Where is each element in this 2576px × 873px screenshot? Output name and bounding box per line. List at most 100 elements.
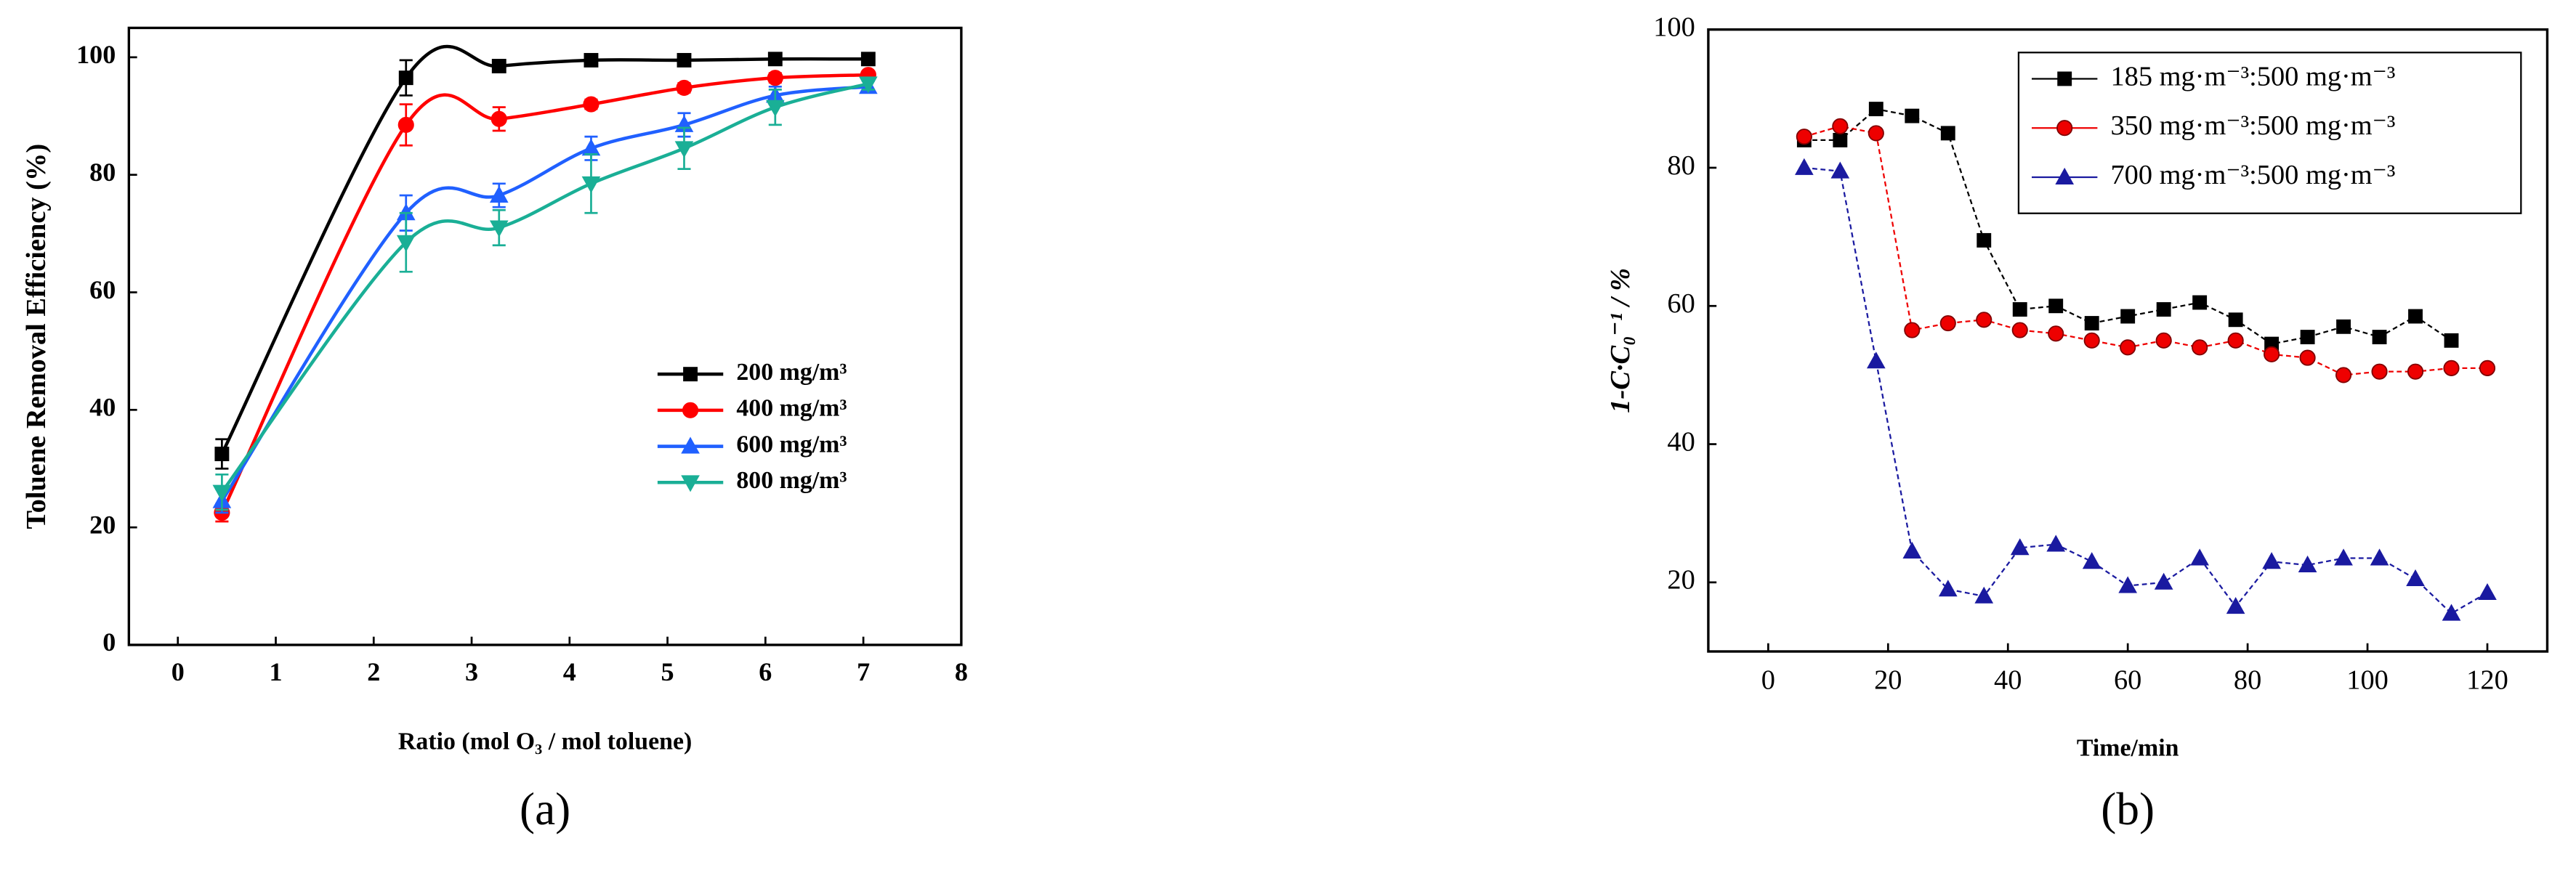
marker [860, 52, 876, 67]
marker [2190, 548, 2209, 566]
marker [2300, 330, 2315, 345]
marker [2048, 299, 2064, 314]
marker [489, 220, 509, 237]
x-tick-label: 80 [2234, 665, 2261, 696]
x-axis-label: Ratio (mol O₃ / mol toluene) [398, 728, 692, 755]
marker [2299, 349, 2316, 366]
x-tick-label: 40 [1994, 665, 2022, 696]
y-tick-label: 60 [1667, 288, 1695, 319]
marker [2444, 333, 2459, 348]
marker [2406, 569, 2425, 587]
marker [2155, 332, 2172, 349]
marker [1977, 232, 1992, 248]
marker [491, 59, 506, 73]
legend-marker [681, 436, 700, 454]
x-tick-label: 60 [2114, 665, 2141, 696]
x-tick-label: 20 [1874, 665, 1902, 696]
marker [1833, 132, 1848, 147]
marker [1830, 161, 1850, 179]
marker [2118, 576, 2138, 593]
marker [1974, 586, 1994, 604]
marker [2192, 339, 2208, 356]
marker [2226, 596, 2245, 614]
y-tick-label: 80 [89, 158, 116, 187]
marker [2156, 302, 2171, 317]
marker [2371, 363, 2388, 380]
marker [1902, 541, 1922, 559]
marker [765, 100, 785, 117]
x-tick-label: 0 [1761, 665, 1775, 696]
marker [859, 76, 878, 94]
marker [2083, 332, 2100, 349]
y-axis-label: Toluene Removal Efficiency (%) [21, 144, 52, 529]
marker [581, 176, 601, 193]
x-tick-label: 4 [563, 657, 576, 686]
marker [767, 52, 783, 67]
marker [2443, 360, 2460, 376]
marker [2479, 360, 2496, 376]
y-tick-label: 40 [89, 393, 116, 422]
marker [2010, 538, 2030, 556]
marker [1795, 158, 1814, 175]
legend-marker [683, 367, 698, 382]
marker [2262, 552, 2281, 569]
marker [1939, 314, 1956, 332]
plot-frame [127, 26, 963, 646]
marker [2370, 548, 2389, 566]
series-line [1804, 166, 2488, 615]
x-tick-label: 7 [857, 657, 870, 686]
marker [2372, 330, 2387, 345]
legend-label: 200 mg/m³ [736, 359, 847, 386]
x-tick-label: 3 [465, 657, 478, 686]
marker [2082, 552, 2101, 569]
x-tick-label: 120 [2466, 665, 2508, 696]
y-tick-label: 20 [1667, 565, 1695, 596]
y-tick-label: 60 [89, 275, 116, 304]
series-line [220, 85, 869, 502]
series-line [220, 44, 868, 455]
marker [489, 185, 509, 203]
legend-label: 700 mg·m⁻³:500 mg·m⁻³ [2110, 160, 2395, 190]
marker [2154, 572, 2173, 590]
marker [2046, 535, 2066, 552]
y-tick-label: 40 [1667, 426, 1695, 457]
caption: (b) [2101, 784, 2155, 835]
marker [583, 96, 599, 113]
series-line [220, 73, 868, 513]
legend-label: 800 mg/m³ [736, 467, 847, 494]
x-tick-label: 6 [759, 657, 772, 686]
legend-label: 185 mg·m⁻³:500 mg·m⁻³ [2110, 61, 2395, 92]
marker [1938, 580, 1958, 597]
marker [676, 79, 693, 97]
marker [1866, 352, 1886, 369]
marker [2478, 582, 2497, 601]
legend-marker [2056, 120, 2073, 137]
y-tick-label: 0 [102, 628, 116, 657]
marker [2012, 302, 2027, 317]
marker [1904, 322, 1921, 338]
marker [1868, 102, 1883, 117]
legend-label: 350 mg·m⁻³:500 mg·m⁻³ [2110, 110, 2395, 141]
marker [2227, 332, 2244, 349]
marker [2192, 295, 2208, 310]
y-axis-label: 1-C·C₀⁻¹ / % [1605, 268, 1636, 413]
marker [584, 52, 599, 68]
marker [2407, 363, 2424, 380]
marker [1905, 108, 1920, 123]
marker [2084, 316, 2099, 330]
x-tick-label: 2 [367, 657, 380, 686]
marker [396, 235, 416, 252]
marker [2334, 548, 2353, 566]
x-axis-label: Time/min [2077, 734, 2179, 761]
marker [2228, 312, 2243, 328]
marker [214, 447, 230, 461]
marker [1940, 126, 1955, 141]
legend-marker [2055, 167, 2075, 184]
marker [1868, 125, 1884, 142]
marker [1976, 312, 1992, 328]
series-line [1804, 107, 2452, 345]
marker [1832, 118, 1849, 134]
marker [2298, 555, 2317, 572]
